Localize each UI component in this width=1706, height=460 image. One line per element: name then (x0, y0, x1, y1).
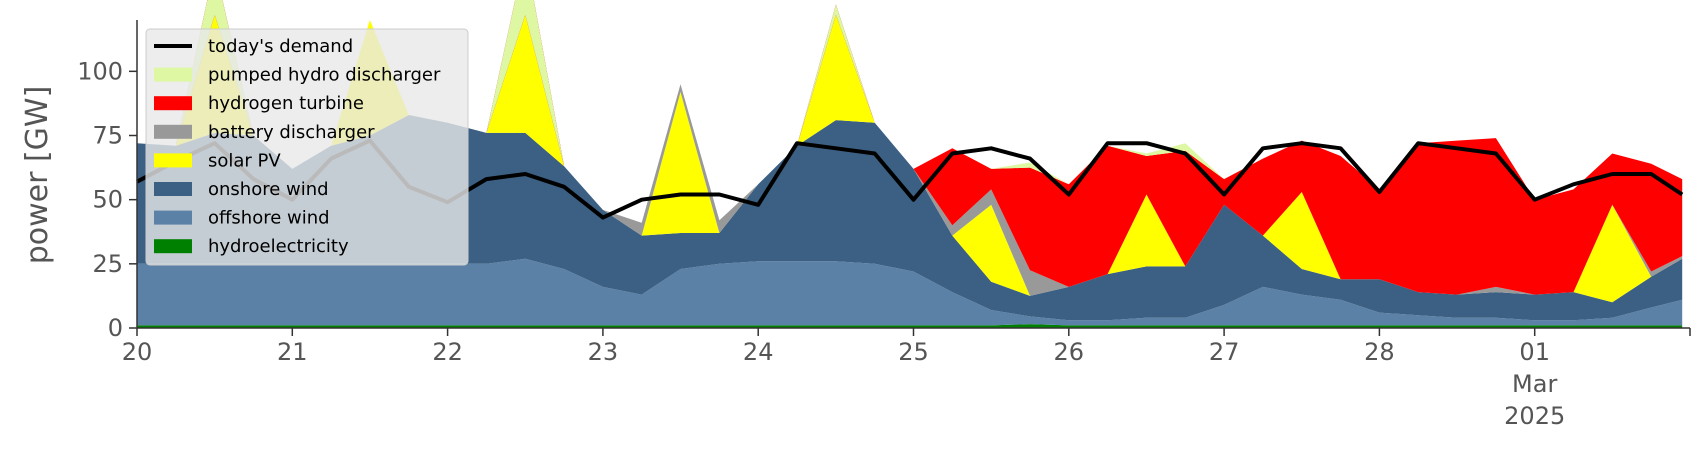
x-tick-label: 26 (1054, 338, 1085, 366)
legend-swatch-solar-pv (154, 153, 192, 168)
legend: today's demand pumped hydro discharger hyd… (145, 28, 469, 266)
x-tick-label: 27 (1209, 338, 1240, 366)
y-tick-label: 75 (92, 122, 123, 150)
x-tick-label: 20 (122, 338, 153, 366)
stacked-areas (137, 0, 1683, 328)
legend-label-solar-pv: solar PV (208, 150, 281, 171)
legend-swatch-onshore-wind (154, 182, 192, 196)
x-tick-label: 28 (1364, 338, 1395, 366)
y-tick-label: 100 (77, 57, 123, 85)
area-offshore-wind (137, 258, 1683, 326)
x-tick-label: 01 (1519, 338, 1550, 366)
legend-label-today-s-demand: today's demand (208, 36, 353, 57)
y-tick-label: 50 (92, 186, 123, 214)
x-tick-label: 21 (277, 338, 308, 366)
y-tick-label: 0 (108, 314, 123, 342)
legend-swatch-pumped-hydro-discharger (154, 67, 192, 82)
legend-swatch-offshore-wind (154, 210, 192, 225)
area-hydroelectricity (137, 324, 1683, 328)
legend-label-offshore-wind: offshore wind (208, 208, 330, 229)
x-tick-month-label: Mar (1512, 370, 1557, 398)
area-hydrogen-turbine (137, 0, 1683, 295)
legend-swatch-battery-discharger (154, 124, 192, 139)
legend-box (145, 28, 469, 266)
x-tick-label: 23 (588, 338, 619, 366)
area-solar-pv (137, 14, 1683, 303)
legend-label-hydroelectricity: hydroelectricity (208, 236, 349, 257)
legend-label-onshore-wind: onshore wind (208, 179, 329, 200)
legend-swatch-hydrogen-turbine (154, 96, 192, 111)
x-tick-year-label: 2025 (1504, 402, 1565, 430)
legend-label-hydrogen-turbine: hydrogen turbine (208, 93, 364, 114)
legend-label-battery-discharger: battery discharger (208, 122, 375, 143)
y-tick-label: 25 (92, 250, 123, 278)
area-onshore-wind (137, 115, 1683, 321)
x-tick-label: 25 (898, 338, 929, 366)
legend-label-pumped-hydro-discharger: pumped hydro discharger (208, 65, 441, 86)
x-tick-label: 24 (743, 338, 774, 366)
x-tick-label: 22 (432, 338, 463, 366)
y-axis-label: power [GW] (20, 86, 55, 265)
axes: 0 25 50 75 100 20 21 22 23 24 25 26 27 28 01 Mar 2025 (77, 20, 1691, 430)
legend-swatch-hydroelectricity (154, 239, 192, 254)
